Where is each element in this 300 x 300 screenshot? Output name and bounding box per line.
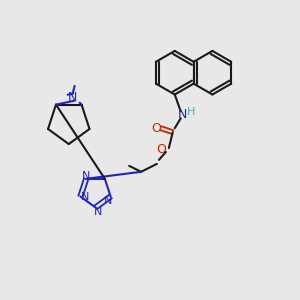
Text: O: O [156, 142, 166, 155]
Text: N: N [103, 196, 112, 206]
Text: N: N [82, 171, 90, 181]
Text: N: N [68, 91, 77, 104]
Text: H: H [186, 107, 195, 117]
Text: N: N [81, 191, 90, 202]
Text: N: N [94, 207, 103, 218]
Text: O: O [151, 122, 161, 135]
Text: N: N [178, 108, 188, 121]
